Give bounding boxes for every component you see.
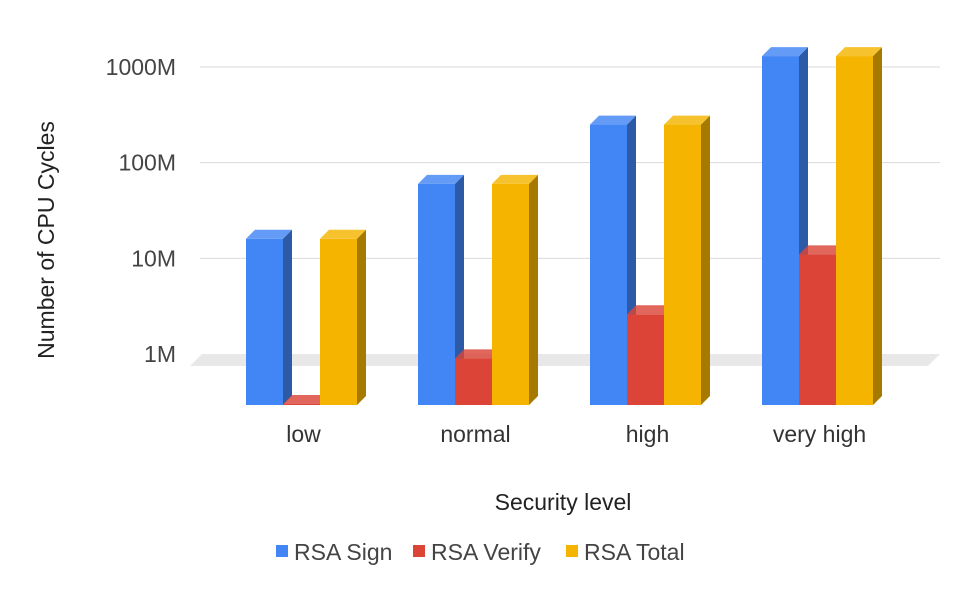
y-axis-title: Number of CPU Cycles (33, 121, 59, 359)
gridlines (200, 66, 940, 259)
legend-label: RSA Total (584, 539, 685, 565)
bars (246, 47, 882, 405)
x-axis-title: Security level (495, 489, 632, 515)
x-tick-label: low (286, 421, 321, 447)
x-tick-label: normal (440, 421, 510, 447)
bar (664, 115, 710, 405)
y-tick-label: 1M (144, 341, 176, 367)
bar (418, 174, 464, 405)
bar (492, 174, 538, 405)
legend: RSA Sign RSA Verify RSA Total (276, 539, 685, 565)
y-tick-label: 100M (118, 150, 176, 176)
legend-label: RSA Sign (294, 539, 392, 565)
legend-item: RSA Sign (276, 539, 392, 565)
x-tick-label: very high (773, 421, 866, 447)
legend-item: RSA Total (566, 539, 685, 565)
legend-swatch (413, 545, 425, 557)
bar (246, 229, 292, 405)
bar (836, 47, 882, 405)
legend-swatch (566, 545, 578, 557)
floor-plane (190, 354, 940, 366)
legend-swatch (276, 545, 288, 557)
y-tick-label: 10M (131, 245, 176, 271)
x-axis-ticks: low normal high very high (286, 421, 866, 447)
y-tick-label: 1000M (106, 54, 176, 80)
legend-label: RSA Verify (431, 539, 541, 565)
y-axis-ticks: 1M 10M 100M 1000M (106, 54, 176, 367)
legend-item: RSA Verify (413, 539, 541, 565)
x-tick-label: high (626, 421, 669, 447)
chart-floor (190, 354, 940, 366)
bar (320, 229, 366, 405)
